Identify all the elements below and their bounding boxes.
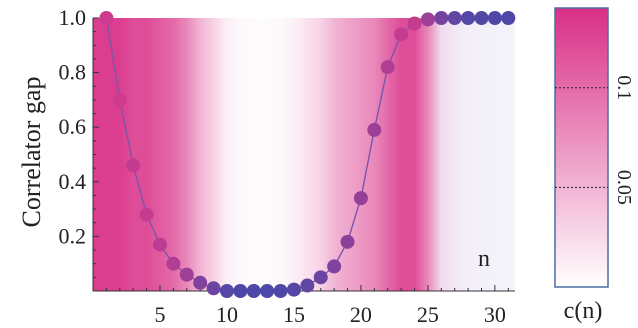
y-axis-label: Correlator gap xyxy=(17,77,46,228)
data-point xyxy=(233,284,248,298)
data-point xyxy=(300,278,315,293)
data-point xyxy=(246,284,261,298)
data-point xyxy=(166,256,181,271)
data-point xyxy=(407,16,422,31)
colorbar-tick-label: 0.1 xyxy=(613,75,635,100)
data-point xyxy=(367,122,382,137)
data-point xyxy=(380,60,395,75)
x-tick-label: 5 xyxy=(154,302,165,327)
data-point xyxy=(286,282,301,297)
x-tick-label: 15 xyxy=(283,302,305,327)
colorbar-label: c(n) xyxy=(564,298,603,324)
data-point xyxy=(474,11,489,25)
colorbar-tick-label: 0.05 xyxy=(613,170,635,205)
data-point xyxy=(434,11,449,25)
data-point xyxy=(112,92,127,107)
data-point xyxy=(126,158,141,173)
data-point xyxy=(206,281,221,296)
data-point xyxy=(273,284,288,298)
y-tick-label: 1.0 xyxy=(59,5,87,30)
data-point xyxy=(260,284,275,298)
data-point xyxy=(353,191,368,206)
colorbar-ticks: 0.1 0.05 xyxy=(555,75,635,205)
x-ticks: 5 10 15 20 25 30 xyxy=(105,285,509,327)
x-tick-label: 20 xyxy=(350,302,372,327)
data-point xyxy=(420,12,435,27)
data-point xyxy=(501,11,516,25)
x-tick-label: 10 xyxy=(216,302,238,327)
x-tick-label: 25 xyxy=(417,302,439,327)
x-annotation-n: n xyxy=(478,246,490,272)
y-tick-label: 0.8 xyxy=(59,60,87,85)
x-tick-label: 30 xyxy=(484,302,506,327)
data-point xyxy=(327,259,342,274)
data-point xyxy=(179,267,194,282)
data-point xyxy=(313,270,328,285)
y-tick-label: 0.6 xyxy=(59,114,87,139)
data-point xyxy=(193,275,208,290)
data-point xyxy=(219,284,234,298)
y-tick-label: 0.2 xyxy=(59,223,87,248)
data-point xyxy=(139,207,154,222)
y-tick-label: 0.4 xyxy=(59,169,87,194)
colorbar xyxy=(554,7,609,288)
data-point xyxy=(394,27,409,42)
data-point xyxy=(152,237,167,252)
data-point xyxy=(487,11,502,25)
data-point xyxy=(340,234,355,249)
data-points xyxy=(99,11,516,298)
y-ticks: 0.2 0.4 0.6 0.8 1.0 xyxy=(59,5,99,278)
data-point xyxy=(447,11,462,25)
data-point xyxy=(99,11,114,25)
data-point xyxy=(461,11,476,25)
